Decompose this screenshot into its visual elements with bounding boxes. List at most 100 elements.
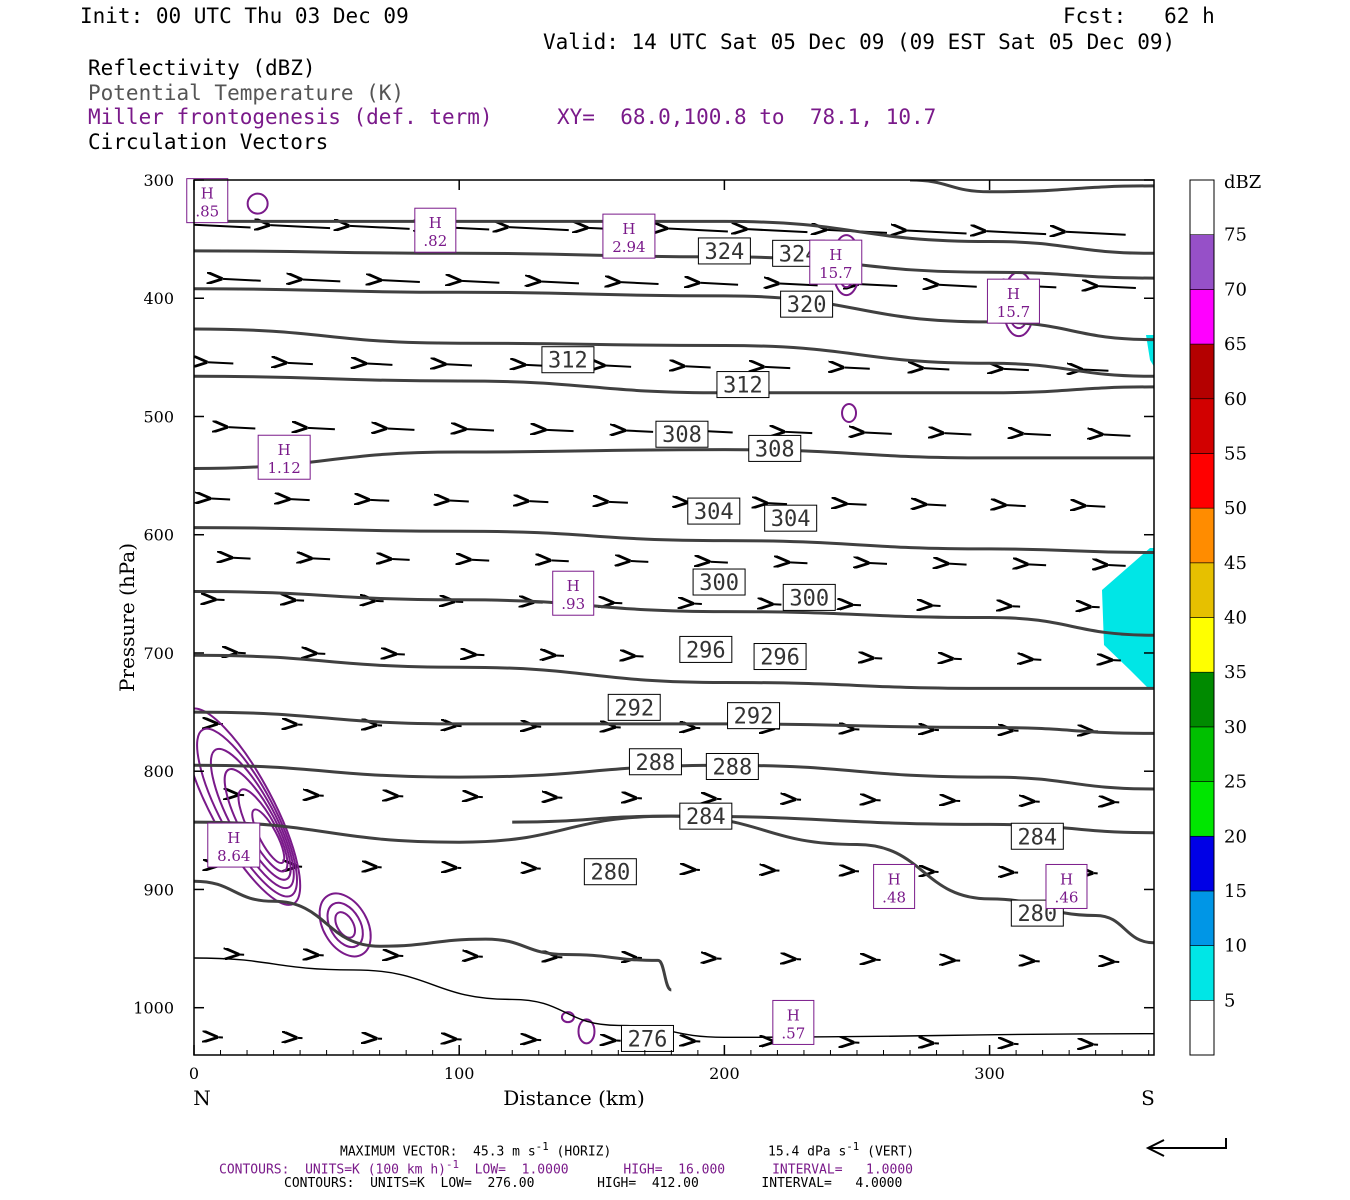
theta-label: 308 (662, 423, 702, 448)
theta-contour-328 (194, 219, 1154, 255)
fronto-max-value: 15.7 (997, 303, 1030, 321)
theta-label: 324 (705, 240, 745, 265)
fronto-max-box (414, 207, 457, 253)
colorbar-title: dBZ (1224, 172, 1261, 193)
circulation-vector (290, 499, 310, 500)
theta-label: 296 (686, 638, 726, 663)
circulation-vector (1003, 369, 1029, 370)
theta-label: 304 (694, 500, 734, 525)
theta-label-box (607, 693, 661, 721)
valid-time: Valid: 14 UTC Sat 05 Dec 09 (09 EST Sat … (543, 30, 1176, 54)
colorbar-swatch (1189, 945, 1215, 1001)
circulation-vector (1108, 565, 1126, 566)
circulation-vector (551, 560, 569, 561)
fronto-max-letter: H (1007, 285, 1020, 303)
fronto-max-value: .85 (195, 203, 219, 221)
colorbar-swatch (1189, 726, 1215, 782)
circulation-vector (312, 558, 331, 559)
circulation-vector (228, 427, 256, 428)
circulation-vector (907, 230, 967, 233)
colorbar-label: 65 (1224, 334, 1247, 355)
circulation-vector (211, 499, 231, 500)
fronto-contour-frontal-zone (334, 911, 357, 939)
field-frontogenesis: Miller frontogenesis (def. term) (88, 105, 493, 129)
colorbar-label: 70 (1224, 279, 1247, 300)
circulation-vector (1066, 232, 1126, 235)
fronto-max-letter: H (829, 246, 842, 264)
fronto-max-value: .82 (423, 232, 447, 250)
theta-contour-324 (194, 249, 1154, 280)
theta-label-box (782, 583, 836, 611)
x-tick-label: 100 (444, 1064, 475, 1083)
theta-contour-316 (194, 327, 1154, 378)
circulation-vector (785, 432, 813, 433)
colorbar-swatch (1189, 234, 1215, 290)
fronto-contour-frontal-zone (318, 892, 372, 958)
colorbar-label: 50 (1224, 498, 1247, 519)
circulation-vector (1103, 434, 1131, 435)
circulation-vector (700, 283, 739, 285)
y-tick-label: 600 (143, 526, 174, 545)
fronto-contour-frontal-zone (251, 808, 286, 865)
theta-label-box (753, 643, 807, 671)
colorbar-label: 25 (1224, 772, 1247, 793)
circulation-vector (631, 561, 649, 562)
circulation-vector (847, 504, 867, 505)
circulation-vector (939, 285, 977, 287)
circulation-vector (1086, 506, 1106, 507)
circulation-vector (747, 229, 808, 232)
footer-max-vector: MAXIMUM VECTOR: 45.3 m s-1 (HORIZ) (340, 1140, 611, 1159)
colorbar-swatch (1189, 289, 1215, 345)
theta-contour-332 (909, 180, 1154, 194)
fronto-contour-frontal-zone (326, 901, 364, 949)
theta-label: 308 (755, 437, 795, 462)
theta-label-box (705, 752, 759, 780)
y-tick-label: 400 (143, 289, 174, 308)
circulation-vector (467, 429, 495, 430)
reflectivity-shading (1102, 335, 1154, 690)
theta-label-box (748, 434, 802, 462)
fronto-max-value: .57 (781, 1024, 805, 1042)
circulation-vector (382, 280, 420, 282)
theta-label: 296 (760, 646, 800, 671)
theta-label-box (727, 702, 781, 730)
cross-section-endpoints: XY= 68.0,100.8 to 78.1, 10.7 (557, 105, 937, 129)
circulation-vector (859, 284, 898, 286)
theta-label-box (692, 568, 746, 596)
fronto-max-letter: H (429, 214, 442, 232)
max-vector-horiz: (HORIZ) (548, 1144, 612, 1160)
colorbar-swatch (1189, 835, 1215, 892)
fronto-max-letter: H (622, 220, 635, 238)
circulation-vector (367, 364, 393, 365)
field-potential-temperature: Potential Temperature (K) (88, 81, 405, 105)
theta-label: 312 (723, 374, 763, 399)
init-time: Init: 00 UTC Thu 03 Dec 09 (80, 4, 409, 28)
fronto-max-box (809, 239, 863, 285)
theta-label: 276 (628, 1027, 668, 1052)
circulation-vector (609, 502, 628, 503)
fronto-contour (841, 402, 858, 423)
colorbar-label: 20 (1224, 826, 1247, 847)
colorbar-label: 5 (1224, 990, 1235, 1011)
plot-frame (193, 179, 1155, 1056)
fronto-max-value: 1.12 (267, 459, 300, 477)
fronto-max-letter: H (227, 829, 240, 847)
y-axis-title: Pressure (hPa) (115, 543, 139, 692)
y-tick-label: 500 (143, 407, 174, 426)
max-vector-value: MAXIMUM VECTOR: 45.3 m s (340, 1144, 536, 1160)
x-left-end-label: N (193, 1086, 211, 1110)
fronto-max-box (772, 999, 815, 1045)
theta-label-box (687, 497, 741, 525)
colorbar-swatch (1189, 562, 1215, 618)
theta-contour-296 (194, 653, 1154, 690)
fronto-units-exp: -1 (445, 1158, 460, 1171)
circulation-vector (924, 368, 950, 369)
circulation-vector (606, 366, 632, 367)
circulation-vector (865, 432, 892, 433)
theta-contour-276 (194, 957, 1154, 1039)
theta-contour-312 (194, 374, 1154, 395)
field-circulation-vectors: Circulation Vectors (88, 130, 329, 154)
circulation-vector (392, 559, 410, 560)
theta-label-box (655, 420, 709, 448)
